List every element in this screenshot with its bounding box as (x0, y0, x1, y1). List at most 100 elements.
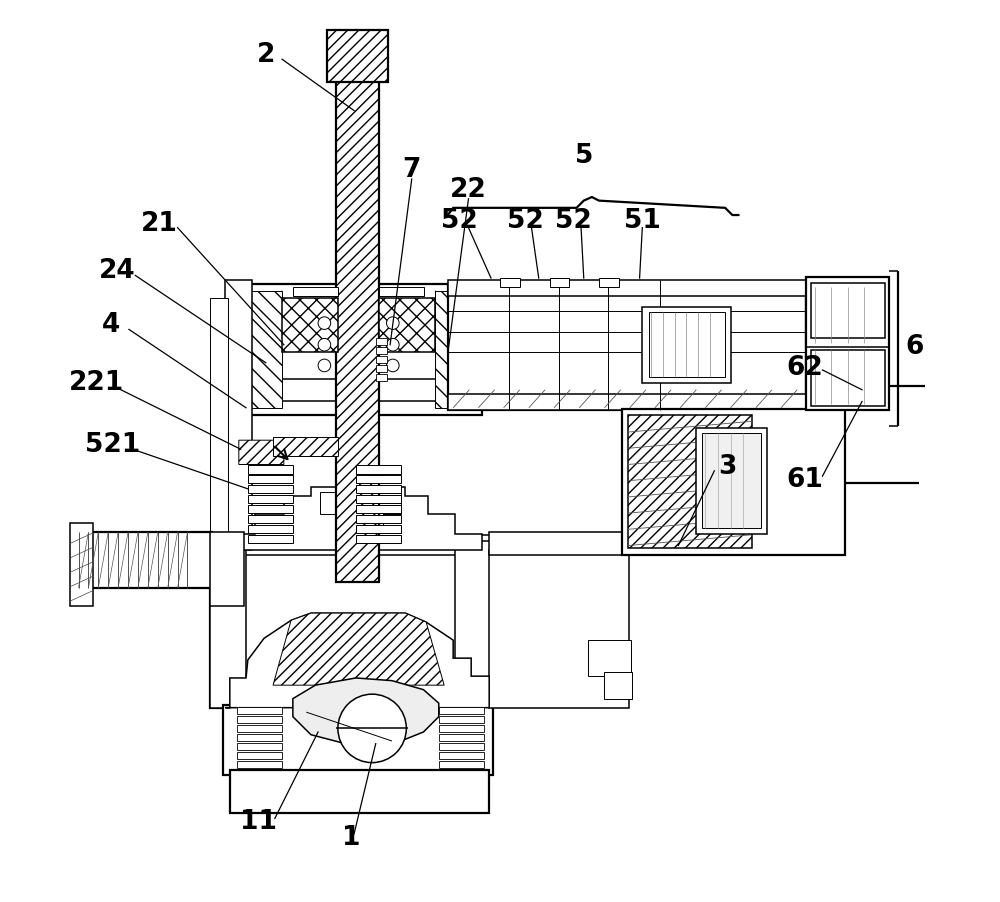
Bar (376, 346, 387, 354)
Text: 22: 22 (450, 177, 487, 203)
Bar (599, 278, 619, 287)
Bar (248, 535, 293, 543)
Bar (811, 282, 885, 338)
Bar (356, 485, 401, 493)
Bar (356, 515, 401, 523)
Polygon shape (273, 437, 338, 456)
Text: 221: 221 (69, 371, 124, 397)
Bar (320, 492, 401, 514)
Circle shape (387, 359, 399, 372)
Bar (282, 298, 338, 352)
Bar (448, 394, 806, 410)
Bar (230, 769, 489, 813)
Bar (356, 465, 401, 474)
Bar (439, 707, 484, 714)
Bar (622, 409, 845, 555)
Bar (210, 298, 228, 532)
Bar (550, 278, 569, 287)
Bar (228, 284, 482, 415)
Text: 6: 6 (905, 335, 923, 361)
Bar (237, 751, 282, 759)
Polygon shape (239, 440, 284, 465)
Text: 52: 52 (507, 208, 544, 235)
Circle shape (387, 317, 399, 329)
Bar (604, 672, 632, 699)
Bar (210, 541, 246, 708)
Bar (500, 278, 520, 287)
Bar (237, 743, 282, 750)
Circle shape (318, 359, 331, 372)
Bar (225, 280, 252, 550)
Bar (702, 433, 761, 528)
Bar (239, 290, 282, 408)
Bar (356, 535, 401, 543)
Text: 4: 4 (102, 312, 120, 338)
Bar (210, 532, 244, 606)
Text: 61: 61 (786, 467, 823, 492)
Bar (642, 307, 731, 383)
Bar (439, 751, 484, 759)
Bar (435, 290, 478, 408)
Bar (223, 705, 493, 775)
Text: 521: 521 (85, 432, 140, 457)
Bar (336, 51, 379, 582)
Circle shape (318, 317, 331, 329)
Polygon shape (70, 523, 93, 606)
Bar (356, 525, 401, 533)
Bar (248, 525, 293, 533)
Bar (376, 355, 387, 363)
Bar (237, 760, 282, 768)
Bar (448, 284, 806, 410)
Bar (439, 734, 484, 741)
Polygon shape (228, 487, 482, 550)
Polygon shape (293, 678, 439, 746)
Polygon shape (225, 613, 489, 708)
Bar (210, 541, 489, 708)
Polygon shape (273, 613, 444, 686)
Bar (628, 415, 752, 548)
Bar (336, 509, 383, 525)
Circle shape (387, 338, 399, 351)
Bar (248, 485, 293, 493)
Bar (293, 287, 338, 296)
Bar (811, 350, 885, 406)
Bar (248, 505, 293, 513)
Text: 51: 51 (624, 208, 661, 235)
Bar (376, 373, 387, 381)
Bar (356, 495, 401, 503)
Bar (248, 465, 293, 474)
Bar (340, 73, 376, 96)
Bar (806, 277, 889, 410)
Bar (356, 475, 401, 483)
Bar (248, 475, 293, 483)
Bar (248, 515, 293, 523)
Bar (237, 734, 282, 741)
Bar (439, 725, 484, 732)
Text: 52: 52 (441, 208, 478, 235)
Bar (379, 298, 435, 352)
Text: 3: 3 (718, 455, 736, 480)
Text: 21: 21 (141, 211, 178, 237)
Bar (356, 505, 401, 513)
Bar (489, 532, 629, 555)
Text: 2: 2 (257, 41, 275, 68)
Text: 62: 62 (786, 355, 823, 382)
Bar (455, 541, 491, 708)
Bar (439, 716, 484, 723)
Text: 52: 52 (555, 208, 592, 235)
Bar (237, 707, 282, 714)
Bar (225, 535, 494, 555)
Bar (696, 428, 767, 534)
Text: 24: 24 (99, 258, 136, 284)
Bar (489, 550, 629, 708)
Bar (379, 379, 453, 401)
Bar (588, 640, 631, 676)
Bar (376, 337, 387, 345)
Bar (448, 280, 806, 296)
Bar (248, 495, 293, 503)
Bar (379, 287, 424, 296)
Bar (237, 725, 282, 732)
Text: 11: 11 (240, 809, 277, 835)
Bar (327, 30, 388, 82)
Circle shape (338, 695, 406, 762)
